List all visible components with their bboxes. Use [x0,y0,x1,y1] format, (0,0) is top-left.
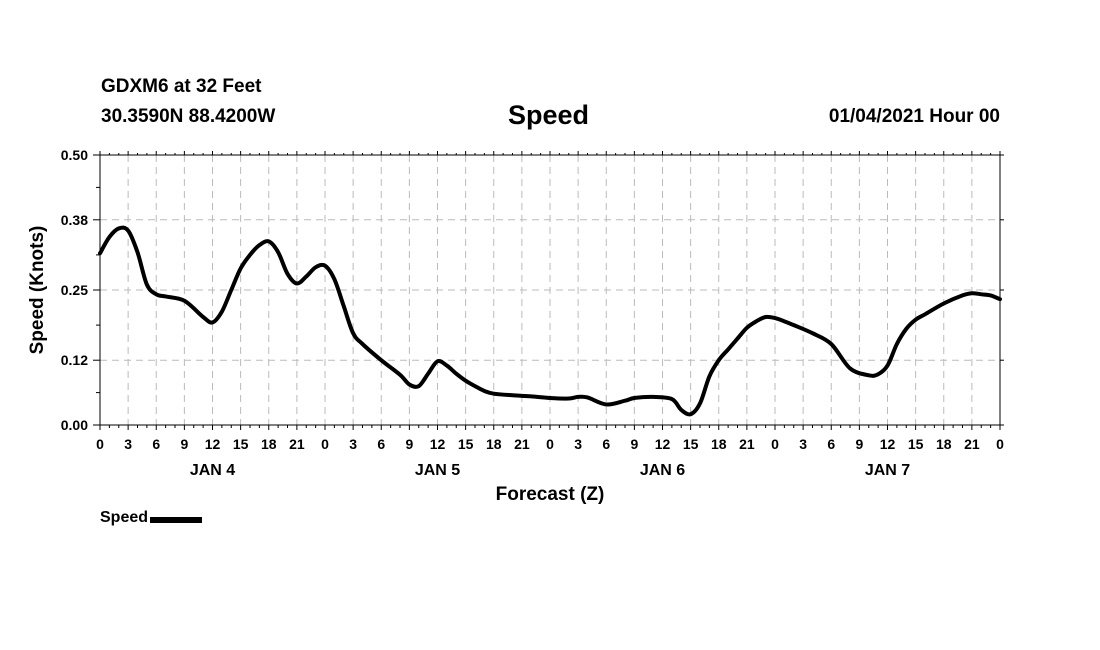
y-tick-label: 0.12 [61,352,88,368]
chart-title: Speed [508,100,590,130]
x-tick-label: 3 [349,436,357,452]
x-tick-label: 15 [683,436,699,452]
x-tick-label: 0 [96,436,104,452]
x-tick-label: 18 [711,436,727,452]
x-tick-label: 18 [486,436,502,452]
x-tick-label: 21 [739,436,755,452]
x-tick-label: 21 [964,436,980,452]
y-axis-label: Speed (Knots) [27,226,48,355]
x-tick-label: 0 [546,436,554,452]
x-tick-label: 12 [655,436,671,452]
station-name: GDXM6 at 32 Feet [101,76,262,97]
grid [100,155,1000,425]
x-tick-label: 15 [908,436,924,452]
x-tick-label: 3 [124,436,132,452]
station-coordinates: 30.3590N 88.4200W [101,106,276,127]
x-tick-label: 9 [405,436,413,452]
x-tick-label: 0 [996,436,1004,452]
x-tick-label: 3 [799,436,807,452]
x-tick-label: 12 [880,436,896,452]
day-label: JAN 6 [640,462,685,479]
x-tick-label: 9 [630,436,638,452]
y-tick-label: 0.50 [61,147,88,163]
x-tick-label: 6 [602,436,610,452]
forecast-datetime: 01/04/2021 Hour 00 [828,106,1000,127]
legend: Speed [100,509,203,527]
day-label: JAN 5 [415,462,460,479]
x-tick-label: 3 [574,436,582,452]
x-tick-label: 6 [827,436,835,452]
x-tick-label: 6 [377,436,385,452]
day-label: JAN 7 [865,462,910,479]
y-tick-label: 0.38 [61,212,88,228]
x-tick-label: 21 [289,436,305,452]
y-tick-label: 0.25 [61,282,88,298]
y-tick-label: 0.00 [61,417,88,433]
x-tick-label: 12 [205,436,221,452]
x-tick-label: 18 [261,436,277,452]
x-tick-label: 18 [936,436,952,452]
x-tick-label: 0 [321,436,329,452]
x-tick-label: 6 [152,436,160,452]
x-tick-label: 9 [180,436,188,452]
x-tick-label: 15 [233,436,249,452]
plot-frame [99,154,1001,426]
x-axis-label: Forecast (Z) [496,484,605,505]
series-layer [98,225,1002,417]
x-tick-label: 15 [458,436,474,452]
axis-labels: 0.00 0.12 0.25 0.38 0.50 0 3 6 9 12 15 18 21 0 3 6 9 12 15… [61,147,1004,479]
legend-swatch [150,516,203,523]
speed-series-line [98,225,1002,417]
x-tick-label: 12 [430,436,446,452]
x-tick-label: 21 [514,436,530,452]
legend-label: Speed [100,509,149,526]
x-tick-label: 9 [855,436,863,452]
x-tick-label: 0 [771,436,779,452]
day-label: JAN 4 [190,462,235,479]
